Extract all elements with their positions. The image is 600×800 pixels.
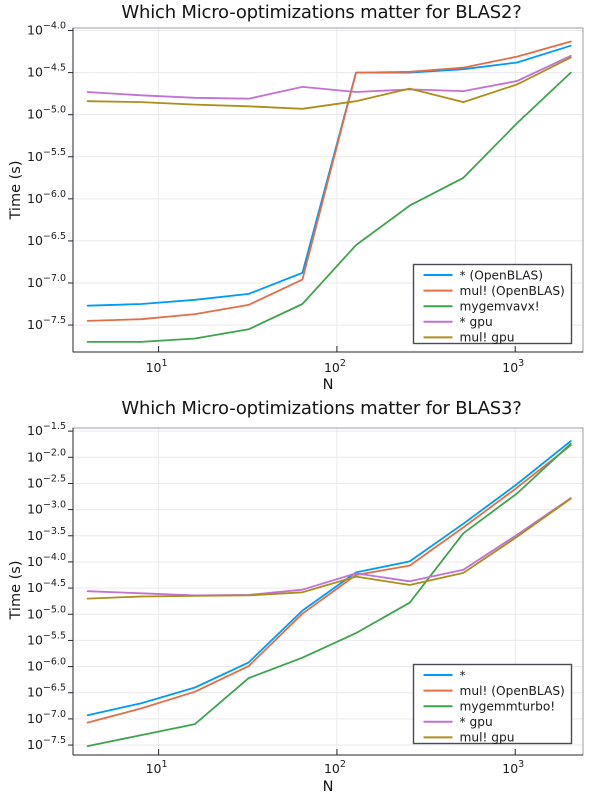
blas2-chart-panel: Which Micro-optimizations matter for BLA… xyxy=(8,2,584,393)
series-line- xyxy=(86,440,572,717)
legend-label: * gpu xyxy=(460,715,493,729)
legend-label: mul! gpu xyxy=(460,331,515,345)
y-tick-label: 10−4.5 xyxy=(27,63,66,80)
plot-area-blas2: 10−4.0 10−4.5 10−5.0 10−5.5 10−6.0 10−6.5 10−7… xyxy=(27,21,584,375)
y-tick-label: 10−2.0 xyxy=(27,447,66,464)
y-tick-label: 10−6.5 xyxy=(27,231,66,248)
y-tick-label: 10−4.5 xyxy=(27,578,66,595)
y-tick-label: 10−5.5 xyxy=(27,630,66,647)
series-line-mul-gpu xyxy=(86,497,572,600)
x-axis-label-blas2: N xyxy=(322,377,334,393)
series-line-gpu xyxy=(86,497,572,597)
legend-label: * (OpenBLAS) xyxy=(460,268,544,282)
x-tick-label: 101 xyxy=(146,759,168,776)
x-tick-label: 102 xyxy=(324,759,346,776)
series-line-mygemmturbo xyxy=(86,442,572,748)
plot-area-blas3: 10−1.5 10−2.0 10−2.5 10−3.0 10−3.5 10−4.0 10−4… xyxy=(27,421,584,776)
x-tick-label: 102 xyxy=(324,358,346,375)
chart-title-blas3: Which Micro-optimizations matter for BLA… xyxy=(121,398,522,419)
y-tick-label: 10−4.0 xyxy=(27,552,66,569)
x-tick-label: 103 xyxy=(502,358,524,375)
x-axis-label-blas3: N xyxy=(322,779,334,795)
y-tick-label: 10−7.0 xyxy=(27,273,66,290)
y-tick-label: 10−4.0 xyxy=(27,21,66,38)
series-line-mul-gpu xyxy=(86,56,572,110)
y-tick-label: 10−3.5 xyxy=(27,526,66,543)
chart-title-blas2: Which Micro-optimizations matter for BLA… xyxy=(121,2,522,23)
x-tick-label: 101 xyxy=(146,358,168,375)
legend-box xyxy=(412,663,573,745)
legend-label: mygemvavx! xyxy=(460,300,540,314)
y-tick-label: 10−2.5 xyxy=(27,473,66,490)
y-tick-label: 10−5.5 xyxy=(27,147,66,164)
blas3-chart-panel: Which Micro-optimizations matter for BLA… xyxy=(0,398,600,800)
series-line-mul-openblas xyxy=(86,40,572,322)
y-tick-label: 10−6.5 xyxy=(27,683,66,700)
y-tick-label: 10−6.0 xyxy=(27,657,66,674)
y-tick-label: 10−7.5 xyxy=(27,735,66,752)
y-tick-label: 10−3.0 xyxy=(27,500,66,517)
legend-label: mygemmturbo! xyxy=(460,700,556,714)
y-tick-label: 10−6.0 xyxy=(27,189,66,206)
series-line-mygemvavx xyxy=(86,71,572,343)
legend-label: * gpu xyxy=(460,315,493,329)
legend-label: mul! gpu xyxy=(460,731,515,745)
y-tick-label: 10−7.5 xyxy=(27,315,66,332)
y-tick-label: 10−7.0 xyxy=(27,709,66,726)
y-tick-label: 10−5.0 xyxy=(27,604,66,621)
series-line-gpu xyxy=(86,54,572,100)
y-tick-label: 10−5.0 xyxy=(27,105,66,122)
legend-label: mul! (OpenBLAS) xyxy=(460,284,565,298)
series-line-mul-openblas xyxy=(86,444,572,724)
legend-box xyxy=(412,263,573,345)
legend-label: mul! (OpenBLAS) xyxy=(460,684,565,698)
legend-label: * xyxy=(460,668,466,682)
x-tick-label: 103 xyxy=(502,759,524,776)
y-tick-label: 10−1.5 xyxy=(27,421,66,438)
